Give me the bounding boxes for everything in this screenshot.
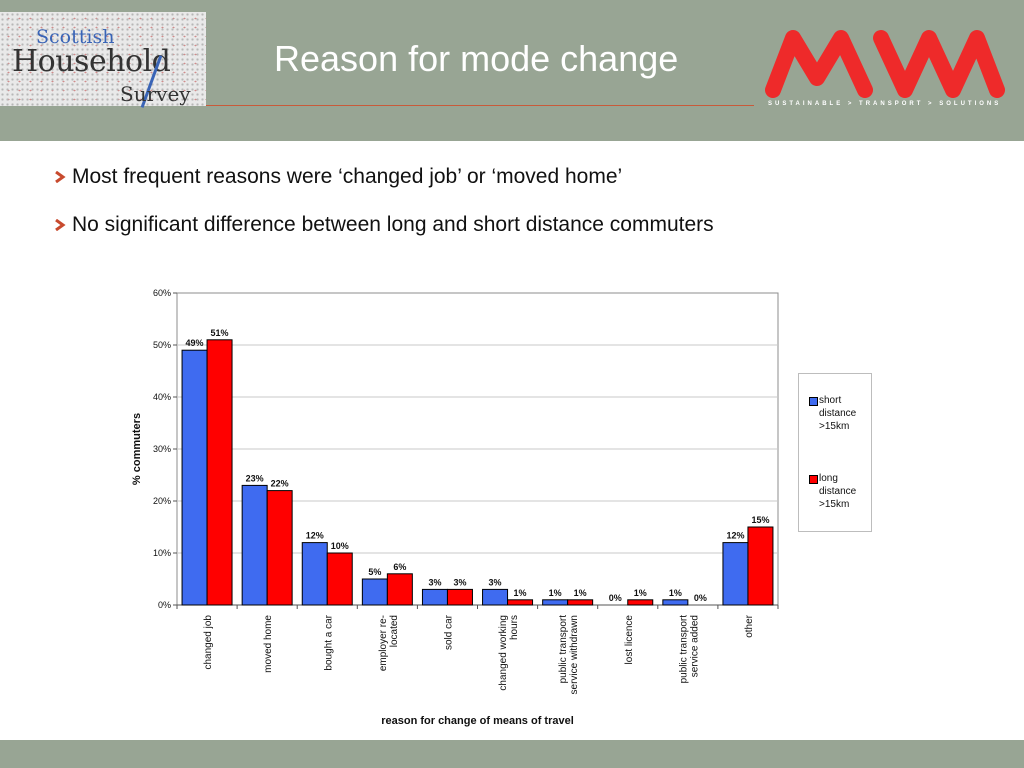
logo-survey-text: Survey	[120, 82, 191, 106]
bar	[446, 588, 473, 606]
x-axis-title: reason for change of means of travel	[381, 715, 574, 727]
data-label: 5%	[368, 567, 381, 577]
chevron-right-icon	[55, 171, 66, 183]
x-tick-label: located	[389, 615, 400, 647]
bar	[747, 526, 774, 606]
title-divider	[206, 105, 754, 106]
bar	[206, 339, 233, 606]
y-tick-label: 60%	[153, 288, 171, 298]
data-label: 3%	[489, 577, 502, 587]
mva-tagline: SUSTAINABLE > TRANSPORT > SOLUTIONS	[768, 101, 1002, 107]
bar	[266, 490, 293, 606]
data-label: 51%	[211, 328, 229, 338]
x-tick-label: lost licence	[624, 615, 635, 665]
bar	[567, 599, 594, 606]
bar	[662, 599, 689, 606]
y-axis-title: % commuters	[131, 413, 143, 485]
header-band: Scottish Household Survey Reason for mod…	[0, 0, 1024, 141]
y-tick-label: 0%	[158, 600, 171, 610]
y-tick-label: 30%	[153, 444, 171, 454]
data-label: 3%	[453, 577, 466, 587]
bar	[326, 552, 353, 606]
bar	[181, 349, 208, 606]
data-label: 10%	[331, 541, 349, 551]
bar	[627, 599, 654, 606]
scottish-household-survey-logo: Scottish Household Survey	[0, 12, 206, 108]
x-tick-label: sold car	[443, 614, 454, 650]
bar	[542, 599, 569, 606]
x-tick-label: employer re-	[378, 615, 389, 671]
data-label: 12%	[306, 531, 324, 541]
x-tick-label: other	[744, 614, 755, 637]
data-label: 12%	[726, 531, 744, 541]
y-tick-label: 40%	[153, 392, 171, 402]
data-label: 23%	[246, 473, 264, 483]
bullet-text: No significant difference between long a…	[72, 213, 714, 236]
legend-swatch-short	[809, 397, 818, 406]
x-tick-label: changed job	[203, 615, 214, 670]
bar	[386, 573, 413, 606]
logo-scottish-text: Scottish	[36, 26, 115, 48]
x-tick-label: bought a car	[323, 614, 334, 670]
data-label: 3%	[428, 577, 441, 587]
data-label: 1%	[574, 588, 587, 598]
bar	[507, 599, 534, 606]
data-label: 6%	[393, 562, 406, 572]
x-tick-label: moved home	[263, 615, 274, 673]
chart-legend: short distance >15km long distance >15km	[798, 373, 872, 532]
data-label: 15%	[751, 515, 769, 525]
bar	[722, 542, 749, 606]
y-tick-label: 50%	[153, 340, 171, 350]
data-label: 1%	[549, 588, 562, 598]
data-label: 1%	[514, 588, 527, 598]
legend-swatch-long	[809, 475, 818, 484]
x-tick-label: changed working	[498, 615, 509, 691]
data-label: 22%	[271, 479, 289, 489]
bullet-text: Most frequent reasons were ‘changed job’…	[72, 165, 623, 188]
chevron-right-icon	[55, 219, 66, 231]
legend-label-long: long distance >15km	[819, 473, 857, 510]
x-tick-label: service withdrawn	[569, 615, 580, 694]
data-label: 1%	[669, 588, 682, 598]
data-label: 0%	[694, 593, 707, 603]
mva-logo	[765, 30, 1005, 98]
y-tick-label: 10%	[153, 548, 171, 558]
x-tick-label: service added	[689, 615, 700, 677]
x-tick-label: public transport	[558, 615, 569, 684]
x-tick-label: public transport	[678, 615, 689, 684]
logo-household-text: Household	[12, 44, 171, 79]
bar	[421, 588, 448, 606]
data-label: 0%	[609, 593, 622, 603]
y-tick-label: 20%	[153, 496, 171, 506]
x-tick-label: hours	[509, 615, 520, 640]
footer-band	[0, 740, 1024, 768]
data-label: 49%	[186, 338, 204, 348]
bar	[361, 578, 388, 606]
data-label: 1%	[634, 588, 647, 598]
bar	[301, 542, 328, 606]
legend-label-short: short distance >15km	[819, 395, 857, 432]
slide-title: Reason for mode change	[274, 38, 679, 79]
bar	[482, 588, 509, 606]
bar-chart: 0% 10% 20% 30% 40% 50% 60% 49% 51% changed job 23%…	[131, 288, 779, 727]
bar	[241, 484, 268, 606]
